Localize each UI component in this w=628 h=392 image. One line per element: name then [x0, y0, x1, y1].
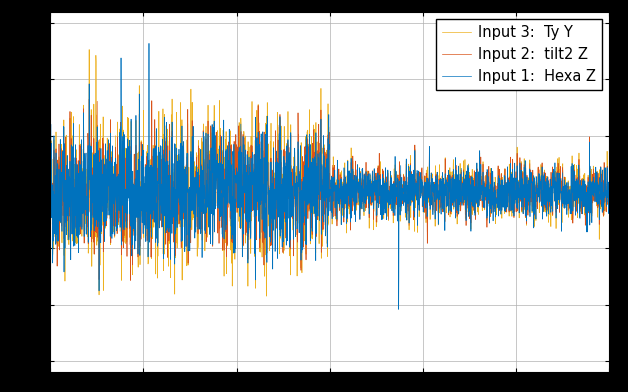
Input 1:  Hexa Z: (342, -0.0761): Hexa Z: (342, -0.0761): [110, 198, 117, 203]
Line: Input 2:  tilt2 Z: Input 2: tilt2 Z: [50, 99, 609, 280]
Input 1:  Hexa Z: (520, -0.325): Hexa Z: (520, -0.325): [143, 227, 151, 231]
Input 1:  Hexa Z: (1.28e+03, -0.232): Hexa Z: (1.28e+03, -0.232): [285, 216, 293, 221]
Input 3:  Ty Y: (3e+03, -0.0601): Ty Y: (3e+03, -0.0601): [605, 196, 613, 201]
Input 3:  Ty Y: (0, 0.236): Ty Y: (0, 0.236): [46, 163, 54, 168]
Input 2:  tilt2 Z: (431, -0.784): tilt2 Z: (431, -0.784): [127, 278, 134, 283]
Input 1:  Hexa Z: (1.87e+03, -1.04): Hexa Z: (1.87e+03, -1.04): [395, 307, 403, 312]
Input 1:  Hexa Z: (3e+03, -0.0797): Hexa Z: (3e+03, -0.0797): [605, 199, 613, 203]
Input 2:  tilt2 Z: (2.94e+03, 0.0562): tilt2 Z: (2.94e+03, 0.0562): [595, 183, 602, 188]
Input 2:  tilt2 Z: (522, -0.198): tilt2 Z: (522, -0.198): [144, 212, 151, 217]
Input 1:  Hexa Z: (2.62e+03, 0.136): Hexa Z: (2.62e+03, 0.136): [534, 174, 542, 179]
Legend: Input 3:  Ty Y, Input 2:  tilt2 Z, Input 1:  Hexa Z: Input 3: Ty Y, Input 2: tilt2 Z, Input 1…: [436, 19, 602, 90]
Input 3:  Ty Y: (2.94e+03, 0.111): Ty Y: (2.94e+03, 0.111): [595, 177, 602, 182]
Input 3:  Ty Y: (2.62e+03, 0.213): Ty Y: (2.62e+03, 0.213): [534, 166, 542, 171]
Input 2:  tilt2 Z: (343, -0.138): tilt2 Z: (343, -0.138): [111, 205, 118, 210]
Input 2:  tilt2 Z: (209, 0.824): tilt2 Z: (209, 0.824): [85, 97, 93, 102]
Input 3:  Ty Y: (209, 1.26): Ty Y: (209, 1.26): [85, 47, 93, 52]
Input 3:  Ty Y: (521, 0.386): Ty Y: (521, 0.386): [144, 146, 151, 151]
Line: Input 3:  Ty Y: Input 3: Ty Y: [50, 49, 609, 296]
Line: Input 1:  Hexa Z: Input 1: Hexa Z: [50, 44, 609, 309]
Input 2:  tilt2 Z: (1.28e+03, 0.396): tilt2 Z: (1.28e+03, 0.396): [285, 145, 293, 150]
Input 1:  Hexa Z: (530, 1.32): Hexa Z: (530, 1.32): [145, 41, 153, 46]
Input 1:  Hexa Z: (1.15e+03, -0.357): Hexa Z: (1.15e+03, -0.357): [261, 230, 268, 235]
Input 1:  Hexa Z: (0, -0.132): Hexa Z: (0, -0.132): [46, 205, 54, 209]
Input 2:  tilt2 Z: (3e+03, 0.0243): tilt2 Z: (3e+03, 0.0243): [605, 187, 613, 192]
Input 3:  Ty Y: (1.16e+03, -0.923): Ty Y: (1.16e+03, -0.923): [263, 294, 270, 298]
Input 3:  Ty Y: (343, -0.103): Ty Y: (343, -0.103): [111, 201, 118, 206]
Input 3:  Ty Y: (1.15e+03, -0.747): Ty Y: (1.15e+03, -0.747): [261, 274, 268, 279]
Input 3:  Ty Y: (1.28e+03, 0.331): Ty Y: (1.28e+03, 0.331): [285, 152, 293, 157]
Input 1:  Hexa Z: (2.94e+03, 0.0635): Hexa Z: (2.94e+03, 0.0635): [595, 183, 602, 187]
Input 2:  tilt2 Z: (0, -0.0141): tilt2 Z: (0, -0.0141): [46, 191, 54, 196]
Input 2:  tilt2 Z: (2.62e+03, 0.223): tilt2 Z: (2.62e+03, 0.223): [534, 165, 542, 169]
Input 2:  tilt2 Z: (1.15e+03, -0.252): tilt2 Z: (1.15e+03, -0.252): [261, 218, 269, 223]
